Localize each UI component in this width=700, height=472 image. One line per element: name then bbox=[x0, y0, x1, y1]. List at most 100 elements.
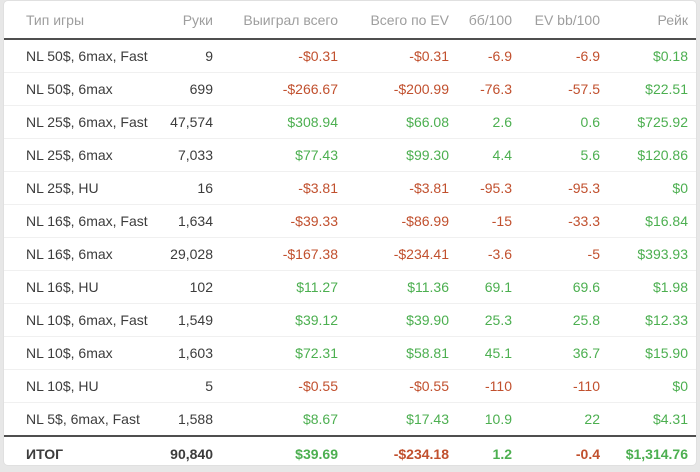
cell-game-type: NL 50$, 6max bbox=[4, 72, 169, 106]
cell-rake: $120.86 bbox=[600, 138, 696, 172]
cell-rake: $12.33 bbox=[600, 303, 696, 337]
table-row[interactable]: NL 5$, 6max, Fast 1,588 $8.67 $17.43 10.9 22 $… bbox=[4, 403, 696, 437]
cell-hands: 7,033 bbox=[169, 138, 213, 172]
cell-ev-bb-100: -110 bbox=[512, 369, 600, 403]
cell-ev-bb-100: -5 bbox=[512, 237, 600, 271]
cell-rake: $16.84 bbox=[600, 204, 696, 238]
cell-ev-bb-100: 69.6 bbox=[512, 270, 600, 304]
table-footer: ИТОГ 90,840 $39.69 -$234.18 1.2 -0.4 $1,314.76 bbox=[4, 435, 696, 465]
column-header-ev-total[interactable]: Всего по EV bbox=[338, 1, 449, 40]
table-row[interactable]: NL 25$, 6max 7,033 $77.43 $99.30 4.4 5.6 $120.… bbox=[4, 138, 696, 172]
cell-rake: $0 bbox=[600, 369, 696, 403]
cell-bb-100: 10.9 bbox=[484, 411, 512, 427]
cell-hands: 9 bbox=[169, 39, 213, 73]
header-row: Тип игры Руки Выиграл всего Всего по EV бб/1… bbox=[4, 1, 696, 40]
cell-rake: $0 bbox=[600, 171, 696, 205]
table-header: Тип игры Руки Выиграл всего Всего по EV бб/1… bbox=[4, 1, 696, 40]
cell-rake: $15.90 bbox=[600, 336, 696, 370]
cell-bb-100: -110 bbox=[449, 369, 512, 403]
cell-won-total: $77.43 bbox=[213, 138, 338, 172]
cell-ev-bb-100: -6.9 bbox=[512, 39, 600, 73]
cell-ev-bb-100: -95.3 bbox=[512, 171, 600, 205]
cell-bb-100: 4.4 bbox=[449, 138, 512, 172]
poker-stats-table: Тип игры Руки Выиграл всего Всего по EV бб/1… bbox=[4, 1, 696, 465]
cell-rake: $725.92 bbox=[600, 105, 696, 139]
total-row: ИТОГ 90,840 $39.69 -$234.18 1.2 -0.4 $1,314.76 bbox=[4, 435, 696, 465]
cell-ev-total: -$0.55 bbox=[338, 369, 449, 403]
cell-game-type: NL 10$, 6max, Fast bbox=[4, 303, 169, 337]
cell-bb-100: 69.1 bbox=[449, 270, 512, 304]
cell-won-total: $8.67 bbox=[302, 411, 338, 427]
cell-ev-total: -$200.99 bbox=[338, 72, 449, 106]
cell-won-total: $39.69 bbox=[213, 435, 338, 465]
cell-bb-100: -95.3 bbox=[449, 171, 512, 205]
cell-ev-total: $17.43 bbox=[406, 411, 449, 427]
cell-hands: 1,549 bbox=[169, 303, 213, 337]
table-row[interactable]: NL 50$, 6max 699 -$266.67 -$200.99 -76.3 -57.… bbox=[4, 72, 696, 106]
cell-rake: $1,314.76 bbox=[600, 435, 696, 465]
cell-hands: 16 bbox=[169, 171, 213, 205]
cell-game-type: NL 50$, 6max, Fast bbox=[4, 39, 169, 73]
cell-ev-bb-100: 25.8 bbox=[512, 303, 600, 337]
cell-bb-100: 25.3 bbox=[449, 303, 512, 337]
cell-ev-bb-100: 22 bbox=[584, 411, 600, 427]
cell-game-type: NL 5$, 6max, Fast bbox=[26, 411, 140, 427]
cell-rake: $22.51 bbox=[600, 72, 696, 106]
cell-game-type: NL 16$, 6max bbox=[4, 237, 169, 271]
table-row[interactable]: NL 25$, HU 16 -$3.81 -$3.81 -95.3 -95.3 $0 bbox=[4, 171, 696, 205]
table-row[interactable]: NL 25$, 6max, Fast 47,574 $308.94 $66.08 2.6… bbox=[4, 105, 696, 139]
cell-game-type: NL 16$, HU bbox=[4, 270, 169, 304]
column-header-bb-100[interactable]: бб/100 bbox=[449, 1, 512, 40]
cell-game-type: NL 10$, 6max bbox=[4, 336, 169, 370]
table-row[interactable]: NL 16$, 6max, Fast 1,634 -$39.33 -$86.99 -15… bbox=[4, 204, 696, 238]
cell-ev-total: -$234.18 bbox=[338, 435, 449, 465]
cell-bb-100: -6.9 bbox=[449, 39, 512, 73]
cell-game-type: NL 10$, HU bbox=[4, 369, 169, 403]
column-header-rake[interactable]: Рейк bbox=[600, 1, 696, 40]
cell-bb-100: 45.1 bbox=[449, 336, 512, 370]
cell-won-total: $72.31 bbox=[213, 336, 338, 370]
table-row[interactable]: NL 10$, 6max 1,603 $72.31 $58.81 45.1 36.7 $15… bbox=[4, 336, 696, 370]
cell-won-total: $39.12 bbox=[213, 303, 338, 337]
cell-ev-total: $66.08 bbox=[338, 105, 449, 139]
column-header-game-type[interactable]: Тип игры bbox=[4, 1, 169, 40]
cell-hands: 5 bbox=[169, 369, 213, 403]
cell-hands: 102 bbox=[169, 270, 213, 304]
cell-ev-bb-100: 0.6 bbox=[512, 105, 600, 139]
cell-hands: 1,588 bbox=[177, 411, 213, 427]
cell-rake: $393.93 bbox=[600, 237, 696, 271]
stats-table-card: Тип игры Руки Выиграл всего Всего по EV бб/1… bbox=[4, 1, 696, 465]
cell-ev-bb-100: -0.4 bbox=[512, 435, 600, 465]
cell-hands: 90,840 bbox=[169, 435, 213, 465]
cell-ev-total: $58.81 bbox=[338, 336, 449, 370]
column-header-ev-bb-100[interactable]: EV bb/100 bbox=[512, 1, 600, 40]
cell-won-total: -$167.38 bbox=[213, 237, 338, 271]
cell-ev-total: -$86.99 bbox=[338, 204, 449, 238]
table-row[interactable]: NL 10$, HU 5 -$0.55 -$0.55 -110 -110 $0 bbox=[4, 369, 696, 403]
cell-rake: $0.18 bbox=[600, 39, 696, 73]
cell-game-type: NL 25$, 6max, Fast bbox=[4, 105, 169, 139]
cell-hands: 699 bbox=[169, 72, 213, 106]
cell-ev-bb-100: -33.3 bbox=[512, 204, 600, 238]
cell-hands: 29,028 bbox=[169, 237, 213, 271]
cell-won-total: -$266.67 bbox=[213, 72, 338, 106]
column-header-won-total[interactable]: Выиграл всего bbox=[213, 1, 338, 40]
table-row[interactable]: NL 50$, 6max, Fast 9 -$0.31 -$0.31 -6.9 -6.9 $… bbox=[4, 39, 696, 73]
table-row[interactable]: NL 10$, 6max, Fast 1,549 $39.12 $39.90 25.3 2… bbox=[4, 303, 696, 337]
table-row[interactable]: NL 16$, 6max 29,028 -$167.38 -$234.41 -3.6 -5… bbox=[4, 237, 696, 271]
cell-won-total: $11.27 bbox=[213, 270, 338, 304]
cell-ev-total: -$0.31 bbox=[338, 39, 449, 73]
cell-ev-total: $99.30 bbox=[338, 138, 449, 172]
cell-rake: $4.31 bbox=[652, 411, 688, 427]
cell-bb-100: 1.2 bbox=[449, 435, 512, 465]
table-body: NL 50$, 6max, Fast 9 -$0.31 -$0.31 -6.9 -6.9 $… bbox=[4, 39, 696, 436]
cell-ev-bb-100: 5.6 bbox=[512, 138, 600, 172]
cell-bb-100: -15 bbox=[449, 204, 512, 238]
cell-game-type: NL 16$, 6max, Fast bbox=[4, 204, 169, 238]
cell-ev-total: $39.90 bbox=[338, 303, 449, 337]
cell-game-type: ИТОГ bbox=[4, 435, 169, 465]
column-header-hands[interactable]: Руки bbox=[169, 1, 213, 40]
cell-won-total: $308.94 bbox=[213, 105, 338, 139]
cell-game-type: NL 25$, 6max bbox=[4, 138, 169, 172]
table-row[interactable]: NL 16$, HU 102 $11.27 $11.36 69.1 69.6 $1.98 bbox=[4, 270, 696, 304]
